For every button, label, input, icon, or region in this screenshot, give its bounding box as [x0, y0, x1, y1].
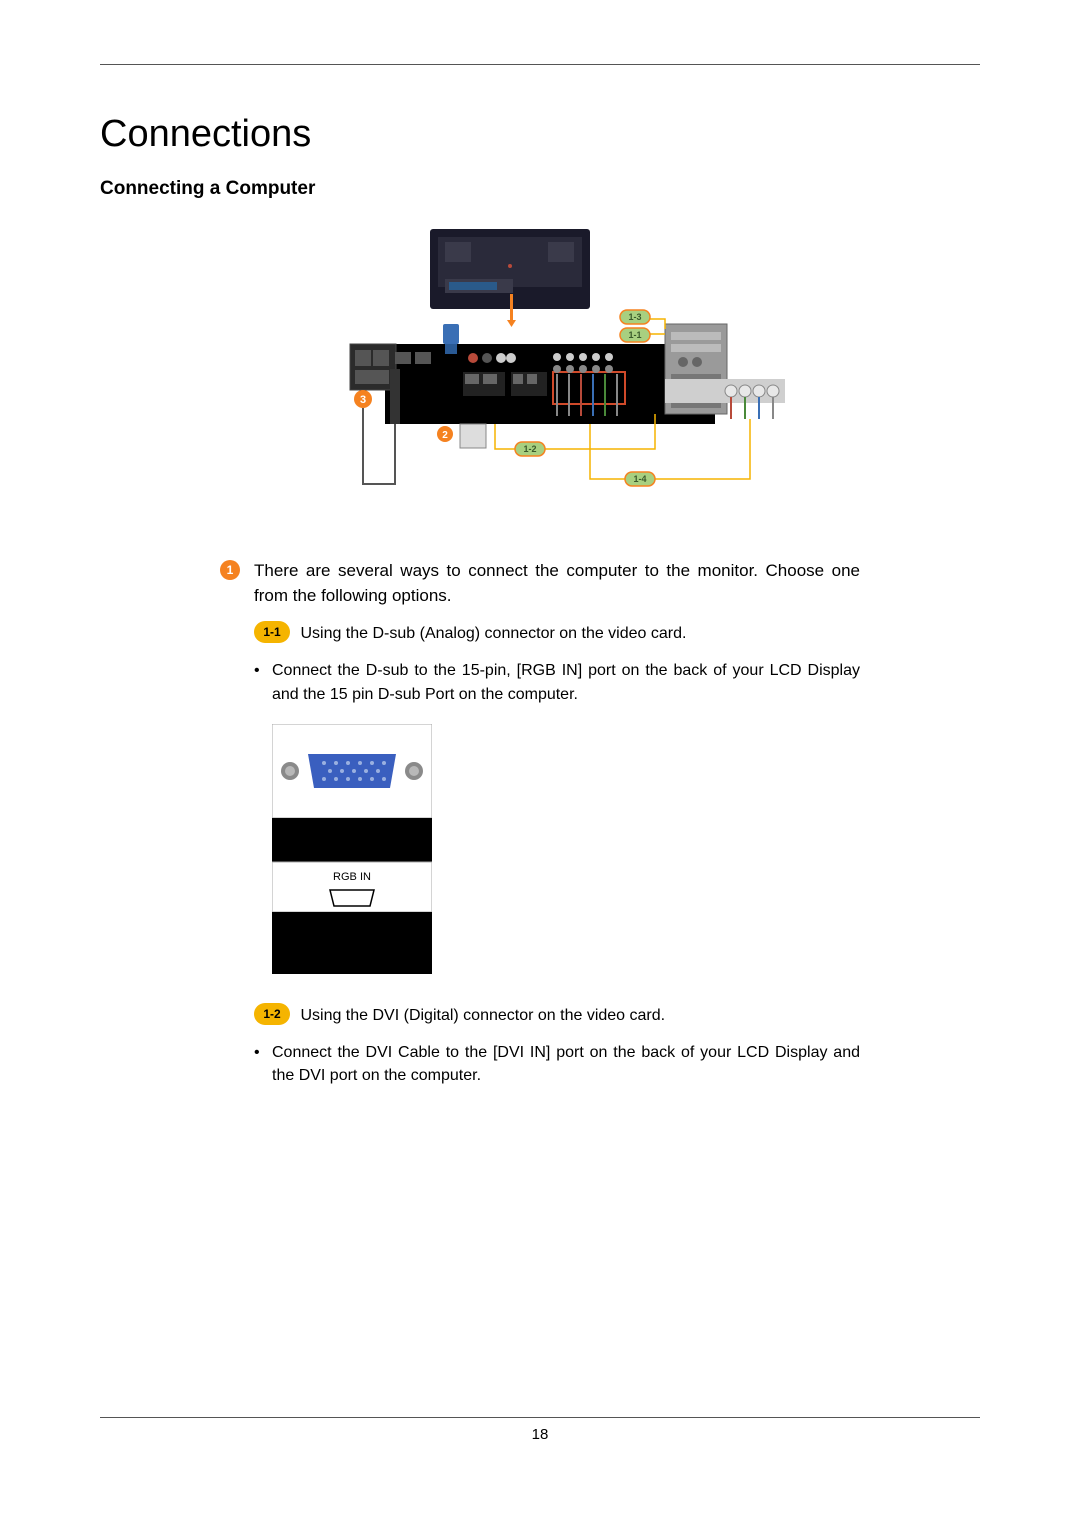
- section-subtitle: Connecting a Computer: [100, 178, 980, 200]
- connection-diagram-wrap: 3 2 1-3: [220, 224, 860, 529]
- bullet-dot-icon: •: [254, 659, 272, 705]
- svg-text:1-1: 1-1: [628, 330, 641, 340]
- bullet-dot-icon: •: [254, 1041, 272, 1087]
- svg-text:3: 3: [360, 394, 366, 406]
- substep-1-2-text: Using the DVI (Digital) connector on the…: [300, 1007, 665, 1024]
- step-1: 1 There are several ways to connect the …: [220, 559, 860, 608]
- svg-text:1-4: 1-4: [633, 474, 646, 484]
- svg-text:1-2: 1-2: [523, 444, 536, 454]
- page-number: 18: [100, 1426, 980, 1443]
- svg-text:RGB IN: RGB IN: [333, 871, 371, 883]
- svg-text:2: 2: [442, 430, 448, 441]
- substep-1-2: 1-2 Using the DVI (Digital) connector on…: [254, 1004, 860, 1027]
- substep-1-1-text: Using the D-sub (Analog) connector on th…: [300, 625, 686, 642]
- bullet-dvi: • Connect the DVI Cable to the [DVI IN] …: [254, 1041, 860, 1087]
- page-title: Connections: [100, 113, 980, 156]
- bullet-dvi-text: Connect the DVI Cable to the [DVI IN] po…: [272, 1041, 860, 1087]
- step-1-text: There are several ways to connect the co…: [254, 559, 860, 608]
- connection-diagram: 3 2 1-3: [295, 224, 785, 529]
- step-badge-1: 1: [220, 560, 240, 580]
- substep-1-1: 1-1 Using the D-sub (Analog) connector o…: [254, 622, 860, 645]
- bottom-rule: [100, 1417, 980, 1418]
- substep-badge-1-1: 1-1: [254, 621, 290, 643]
- substep-badge-1-2: 1-2: [254, 1003, 290, 1025]
- bullet-dsub-text: Connect the D-sub to the 15-pin, [RGB IN…: [272, 659, 860, 705]
- top-rule: [100, 64, 980, 65]
- svg-text:1-3: 1-3: [628, 312, 641, 322]
- bullet-dsub: • Connect the D-sub to the 15-pin, [RGB …: [254, 659, 860, 705]
- rgb-connector-figure: RGB IN: [272, 724, 860, 984]
- rgb-connector-svg: RGB IN: [272, 724, 432, 984]
- content-block: 3 2 1-3: [220, 224, 860, 1087]
